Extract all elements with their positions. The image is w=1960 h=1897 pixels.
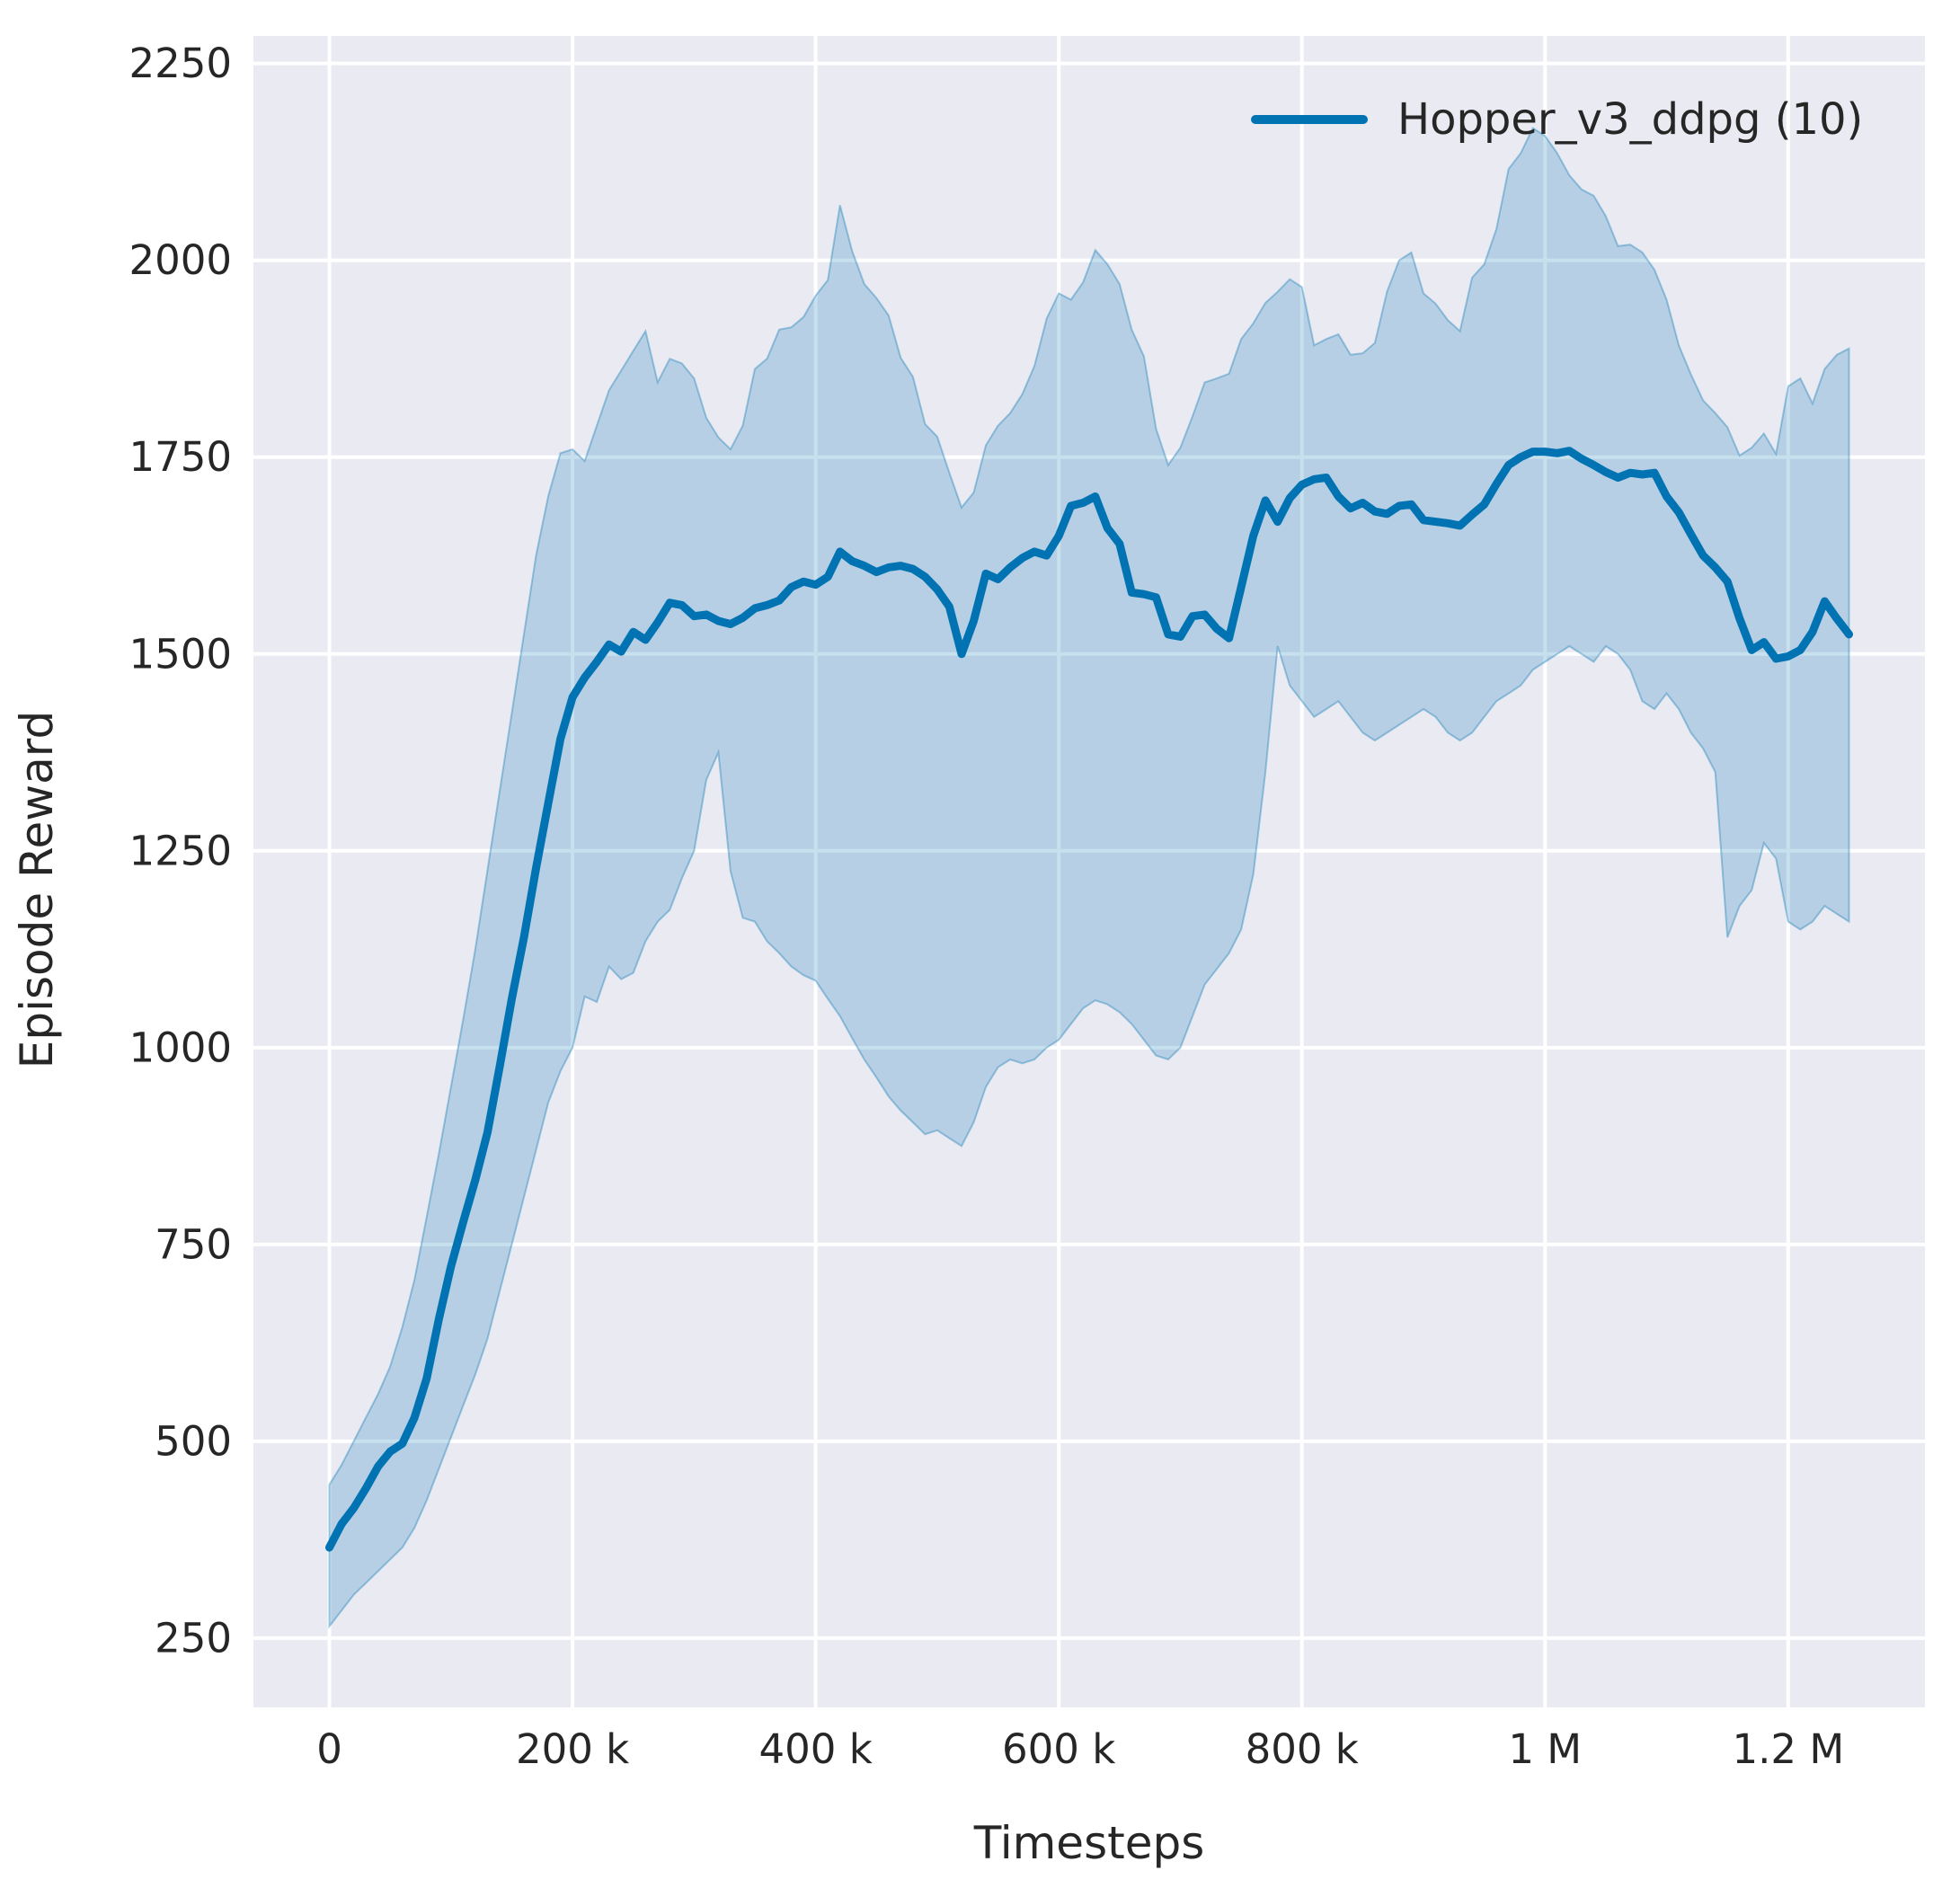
confidence-band-layer — [328, 127, 1850, 1629]
y-axis-label: Episode Reward — [11, 711, 63, 1068]
x-tick-label: 1.2 M — [1732, 1725, 1844, 1773]
y-tick-label: 1500 — [129, 630, 232, 678]
y-tick-label: 2000 — [129, 236, 232, 284]
x-axis-label: Timesteps — [973, 1817, 1205, 1869]
x-tick-label: 200 k — [516, 1725, 629, 1773]
y-tick-label: 500 — [155, 1417, 232, 1465]
y-tick-label: 1250 — [129, 827, 232, 874]
y-tick-label: 2250 — [129, 40, 232, 87]
x-tick-label: 600 k — [1002, 1725, 1115, 1773]
y-tick-label: 1750 — [129, 433, 232, 481]
confidence-band — [328, 127, 1850, 1629]
series-line-layer — [325, 447, 1853, 1552]
y-tick-label: 750 — [155, 1220, 232, 1268]
legend: Hopper_v3_ddpg (10) — [1251, 94, 1863, 145]
x-tick-label: 1 M — [1508, 1725, 1582, 1773]
x-tick-label: 800 k — [1246, 1725, 1359, 1773]
axis-label-layer: Timesteps Episode Reward — [11, 711, 1204, 1869]
y-tick-label: 250 — [155, 1614, 232, 1662]
gridline-layer — [253, 36, 1925, 1707]
x-tick-label: 0 — [316, 1725, 342, 1773]
tick-label-layer: 250 500 750 1000 1250 1500 1750 2000 2250 0 200 k 4… — [129, 40, 1844, 1773]
x-tick-label: 400 k — [759, 1725, 873, 1773]
series-line — [325, 447, 1853, 1552]
legend-label: Hopper_v3_ddpg (10) — [1397, 94, 1863, 145]
y-tick-label: 1000 — [129, 1024, 232, 1071]
